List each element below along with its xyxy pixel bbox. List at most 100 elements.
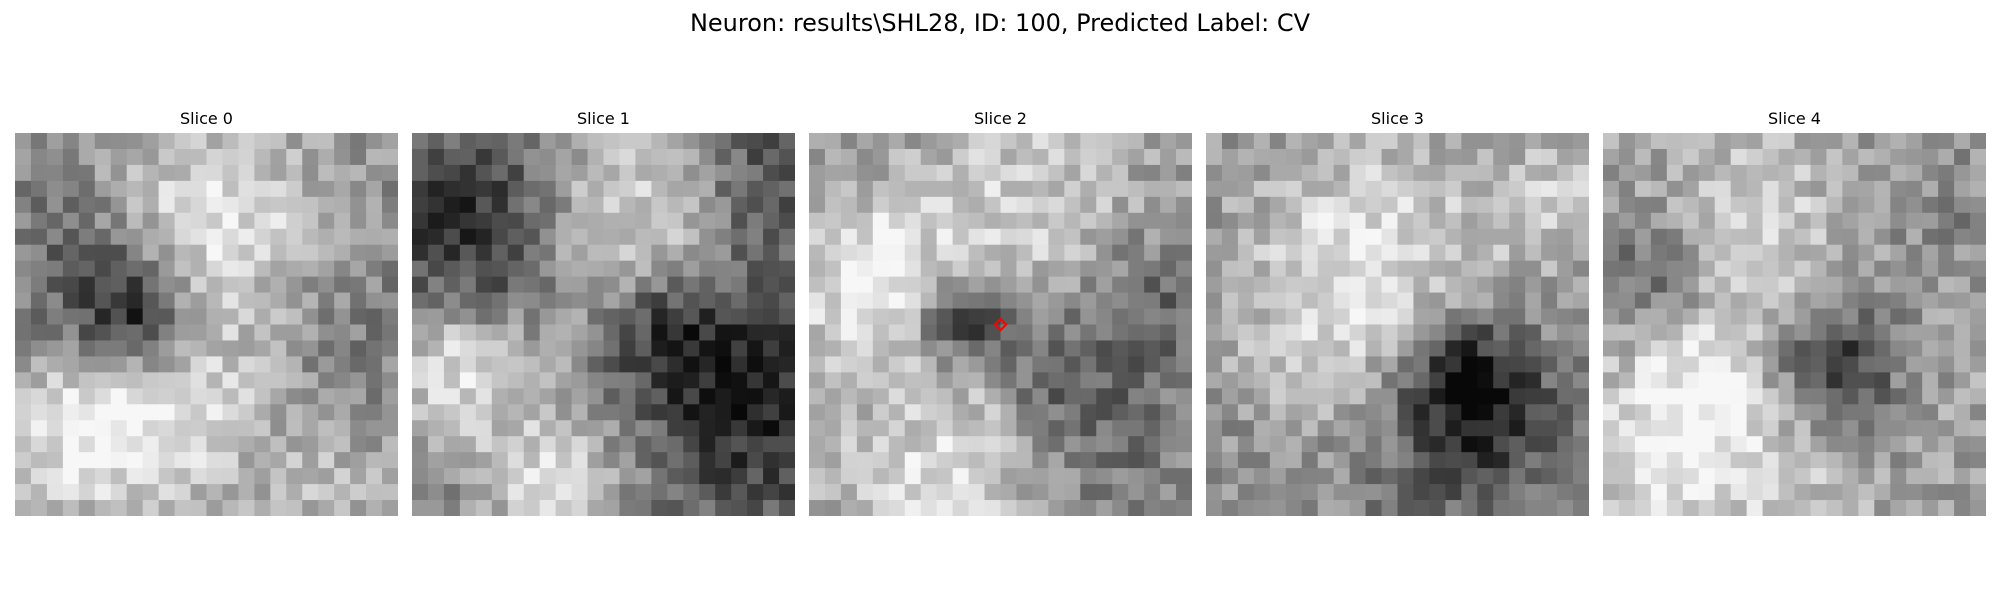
slice-pixel: [1954, 148, 1971, 166]
slice-pixel: [747, 292, 764, 310]
slice-pixel: [1461, 228, 1478, 246]
slice-pixel: [1650, 468, 1668, 485]
slice-pixel: [1525, 212, 1542, 230]
slice-pixel: [1842, 372, 1859, 389]
slice-pixel: [1650, 180, 1668, 198]
slice-pixel: [571, 340, 589, 358]
slice-pixel: [1016, 500, 1034, 516]
slice-pixel: [475, 196, 493, 214]
slice-pixel: [475, 292, 493, 310]
slice-pixel: [1032, 404, 1049, 421]
slice-pixel: [318, 228, 335, 246]
slice-image-svg-4: [1603, 133, 1986, 516]
slice-pixel: [1064, 324, 1081, 342]
slice-pixel: [952, 388, 970, 405]
slice-pixel: [1413, 404, 1431, 421]
slice-pixel: [1269, 212, 1287, 230]
slice-pixel: [1573, 420, 1589, 437]
slice-pixel: [715, 164, 732, 182]
slice-pixel: [1206, 388, 1223, 405]
slice-pixel: [174, 292, 192, 310]
slice-pixel: [190, 404, 208, 421]
slice-pixel: [1509, 436, 1526, 453]
slice-pixel: [920, 484, 938, 501]
slice-pixel: [1730, 452, 1748, 469]
slice-pixel: [952, 436, 970, 453]
slice-pixel: [1954, 196, 1971, 214]
slice-pixel: [158, 196, 176, 214]
slice-pixel: [1365, 244, 1383, 262]
slice-pixel: [1618, 324, 1636, 342]
slice-pixel: [904, 356, 922, 373]
slice-pixel: [507, 436, 525, 453]
slice-pixel: [78, 388, 96, 405]
slice-pixel: [1493, 133, 1510, 150]
slice-pixel: [1509, 260, 1526, 278]
slice-pixel: [94, 260, 112, 278]
slice-pixel: [683, 340, 700, 358]
slice-pixel: [158, 324, 176, 342]
slice-pixel: [523, 180, 541, 198]
slice-pixel: [1858, 436, 1875, 453]
slice-pixel: [1000, 468, 1018, 485]
slice-pixel: [1096, 164, 1113, 182]
slice-pixel: [1429, 404, 1446, 421]
slice-pixel: [46, 228, 64, 246]
slice-pixel: [1509, 324, 1526, 342]
slice-pixel: [984, 180, 1002, 198]
slice-pixel: [731, 133, 748, 150]
slice-pixel: [94, 180, 112, 198]
slice-pixel: [1096, 244, 1113, 262]
slice-pixel: [1206, 468, 1223, 485]
slice-pixel: [1810, 452, 1828, 469]
slice-pixel: [350, 468, 367, 485]
slice-pixel: [1176, 308, 1192, 326]
slice-pixel: [856, 164, 874, 182]
slice-pixel: [904, 340, 922, 358]
slice-pixel: [1112, 196, 1129, 214]
slice-pixel: [302, 260, 319, 278]
slice-pixel: [667, 196, 684, 214]
slice-pixel: [904, 276, 922, 294]
slice-pixel: [1445, 484, 1462, 501]
slice-image-2: [809, 133, 1192, 516]
slice-pixel: [15, 436, 32, 453]
slice-pixel: [254, 468, 271, 485]
slice-pixel: [840, 388, 858, 405]
slice-pixel: [1445, 340, 1462, 358]
slice-pixel: [715, 468, 732, 485]
slice-pixel: [555, 484, 573, 501]
slice-pixel: [46, 196, 64, 214]
slice-pixel: [763, 484, 780, 501]
slice-pixel: [190, 324, 208, 342]
slice-pixel: [318, 292, 335, 310]
slice-pixel: [475, 324, 493, 342]
slice-pixel: [1397, 308, 1415, 326]
slice-pixel: [779, 228, 795, 246]
slice-pixel: [318, 196, 335, 214]
slice-pixel: [1032, 356, 1049, 373]
slice-pixel: [318, 180, 335, 198]
slice-pixel: [158, 276, 176, 294]
slice-pixel: [1682, 212, 1700, 230]
slice-pixel: [238, 180, 255, 198]
slice-pixel: [491, 180, 509, 198]
slice-pixel: [1890, 133, 1907, 150]
slice-pixel: [1048, 292, 1065, 310]
slice-pixel: [968, 436, 986, 453]
slice-pixel: [1477, 388, 1494, 405]
slice-pixel: [1730, 372, 1748, 389]
slice-pixel: [459, 324, 477, 342]
slice-pixel: [15, 388, 32, 405]
slice-pixel: [1810, 148, 1828, 166]
slice-pixel: [1206, 420, 1223, 437]
slice-pixel: [1477, 292, 1494, 310]
slice-pixel: [1237, 180, 1255, 198]
slice-pixel: [174, 372, 192, 389]
slice-pixel: [222, 196, 240, 214]
slice-pixel: [491, 468, 509, 485]
slice-pixel: [1317, 420, 1335, 437]
slice-pixel: [475, 500, 493, 516]
slice-pixel: [1714, 260, 1732, 278]
slice-pixel: [1237, 244, 1255, 262]
